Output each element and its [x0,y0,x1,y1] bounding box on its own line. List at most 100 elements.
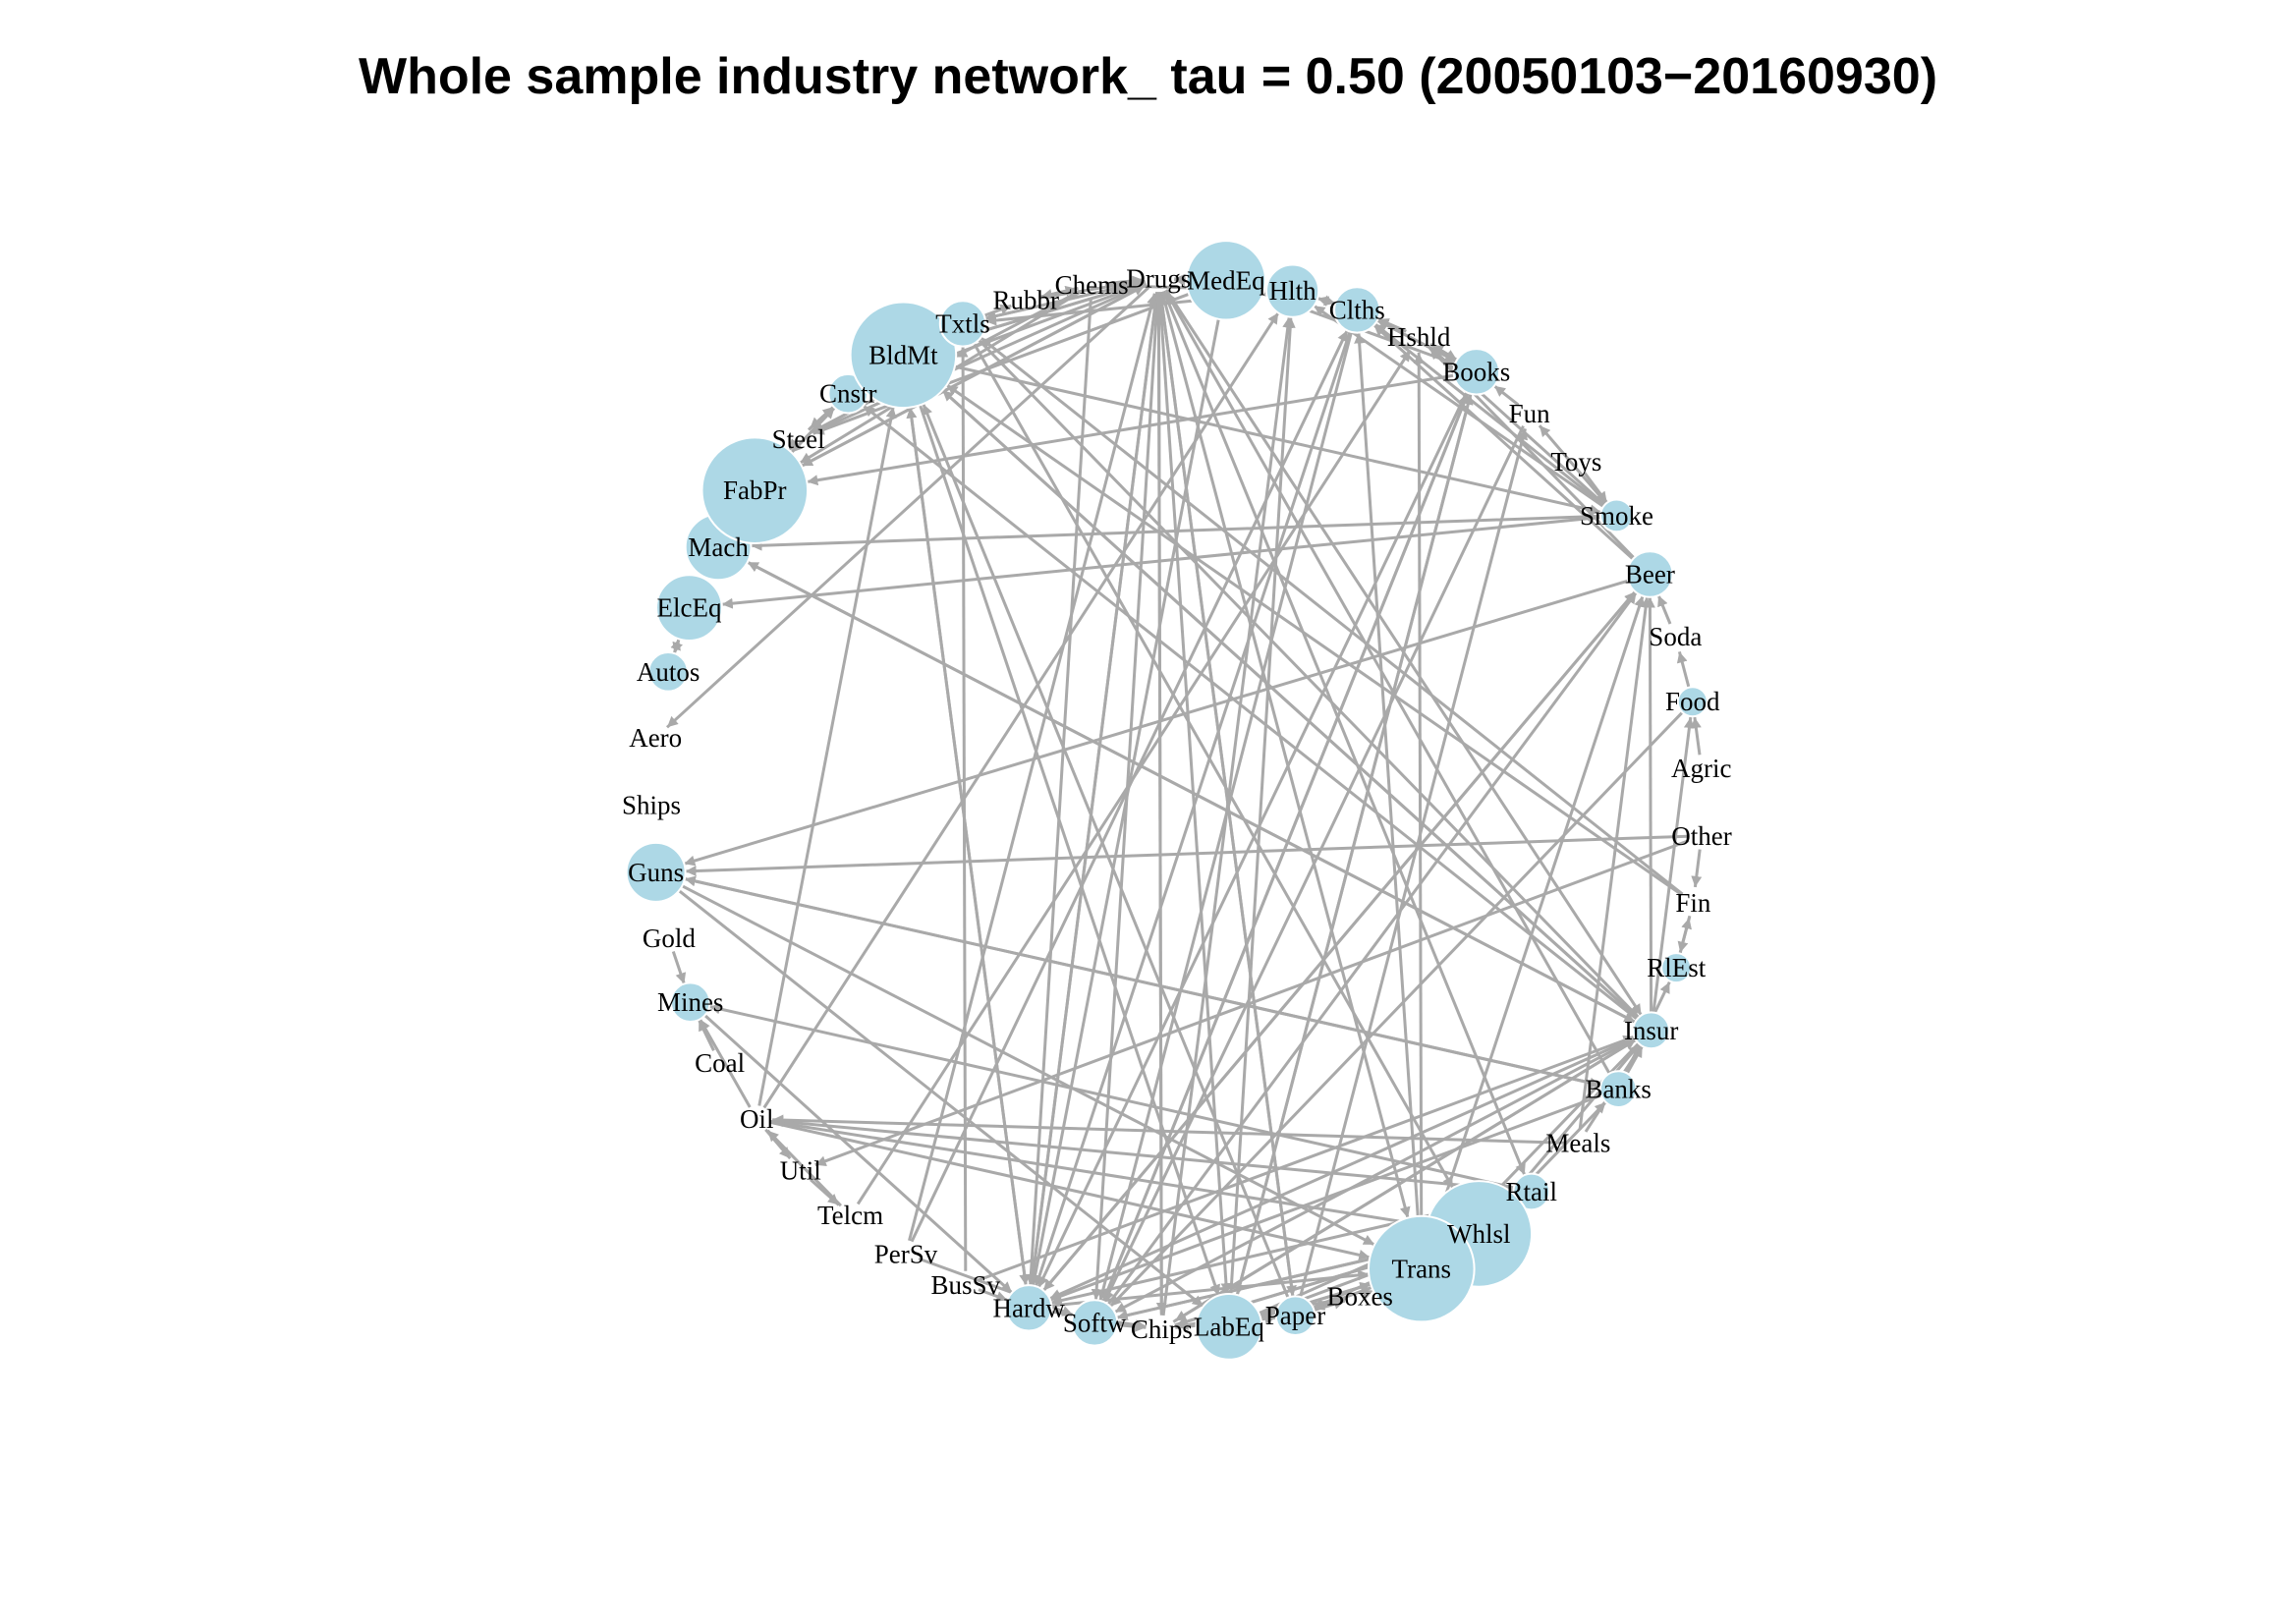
edge-txtls-whlsl [973,342,1455,1189]
node-label-clths: Clths [1329,295,1385,324]
edge-bldmt-hardw [908,407,1031,1286]
edge-guns-banks [684,877,1601,1089]
edge-chems-hardw [1025,299,1092,1286]
edge-paper-bldmt [922,403,1290,1299]
node-label-telcm: Telcm [817,1201,883,1230]
edge-fin-txtls [980,336,1684,896]
edge-oil-whlsl [769,1119,1428,1230]
edge-meals-beer [1578,596,1652,1130]
node-label-smoke: Smoke [1580,501,1653,531]
edge-other-fin [1691,849,1703,888]
node-label-steel: Steel [772,424,825,454]
node-label-rlest: RlEst [1647,953,1707,982]
edge-oil-bldmt [757,406,897,1106]
edge-oil-trans [769,1120,1371,1260]
edge-guns-trans [681,884,1375,1247]
node-books [1452,348,1501,396]
node-label-agric: Agric [1671,754,1731,783]
edge-soda-beer [1656,594,1672,625]
edge-labeq-hlth [1229,316,1296,1295]
node-label-labeq: LabEq [1194,1312,1264,1341]
node-label-fun: Fun [1509,399,1551,428]
edge-cnstr-fabpr [790,406,836,454]
edge-txtls-rubbr [983,304,1012,317]
edge-agric-food [1690,716,1702,756]
edge-labeq-books [1235,393,1474,1296]
edge-meals-oil [772,1114,1565,1145]
edge-rlest-fin [1678,917,1692,954]
node-label-food: Food [1665,687,1720,716]
node-banks [1598,1070,1638,1108]
node-layer [625,240,1708,1361]
edge-trans-beer [1436,595,1645,1219]
edge-chips-insur [1172,1038,1637,1323]
node-label-util: Util [780,1155,821,1185]
node-label-softw: Softw [1063,1308,1127,1337]
edge-fun-books [1493,384,1520,407]
node-clths [1333,286,1381,334]
node-label-boxes: Boxes [1326,1282,1393,1312]
node-label-guns: Guns [628,858,684,887]
edge-food-soda [1676,651,1691,689]
edge-hardw-drugs [1030,294,1161,1286]
edge-oil-mines [699,1018,752,1108]
edge-paper-fun [1299,428,1529,1298]
edge-hardw-beer [1042,590,1637,1292]
edge-layer [665,273,1703,1332]
node-label-banks: Banks [1585,1075,1652,1104]
node-label-oil: Oil [740,1104,774,1134]
edge-bussv-hardw [978,1288,1008,1302]
edge-gold-mines [671,951,687,984]
node-label-txtls: Txtls [935,308,990,338]
node-elceq [655,574,723,642]
node-autos [647,651,689,693]
node-label-elceq: ElcEq [657,593,722,623]
node-txtls [938,300,987,348]
edge-rtail-oil [771,1116,1514,1192]
node-label-aero: Aero [629,723,682,753]
edge-smoke-clths [1373,322,1605,507]
edge-smoke-fun [1538,424,1608,505]
node-label-trans: Trans [1392,1255,1452,1284]
node-labeq [1195,1293,1263,1361]
edge-fin-bldmt [945,383,1683,897]
node-hlth [1265,263,1320,318]
node-label-chips: Chips [1131,1315,1193,1344]
edge-txtls-insur [978,338,1640,1019]
edge-chips-drugs [1152,294,1164,1316]
edge-rubbr-drugs [1038,277,1144,300]
edge-insur-cnstr [862,404,1639,1021]
edge-drugs-aero [665,286,1150,729]
edge-beer-guns [683,579,1629,867]
edge-smoke-elceq [721,516,1601,609]
edge-bussv-insur [978,1035,1635,1282]
node-label-medeq: MedEq [1187,265,1265,295]
node-label-fabpr: FabPr [723,476,787,505]
edge-banks-drugs [1164,291,1611,1075]
node-label-gold: Gold [643,924,697,953]
edge-insur-food [1652,716,1695,1013]
node-beer [1626,550,1674,598]
edge-util-telcm [810,1178,840,1206]
node-hardw [1004,1284,1053,1332]
node-label-insur: Insur [1624,1016,1679,1045]
node-label-bldmt: BldMt [868,340,938,369]
node-paper [1274,1295,1316,1336]
node-food [1676,686,1708,718]
edge-elceq-autos [672,638,683,654]
edge-paper-boxes [1314,1299,1346,1313]
node-bldmt [849,301,958,410]
node-label-hardw: Hardw [992,1293,1065,1322]
node-label-whlsl: Whlsl [1447,1219,1511,1249]
edge-cnstr-steel [809,405,835,430]
node-label-bussv: BusSv [931,1270,1001,1300]
edge-clths-hardw [1034,330,1352,1287]
node-softw [1070,1299,1119,1347]
node-label-ships: Ships [622,791,681,820]
node-fabpr [700,436,810,545]
edge-oil-util [764,1128,792,1160]
edge-whlsl-insur [1511,1042,1641,1195]
node-label-drugs: Drugs [1126,263,1191,293]
